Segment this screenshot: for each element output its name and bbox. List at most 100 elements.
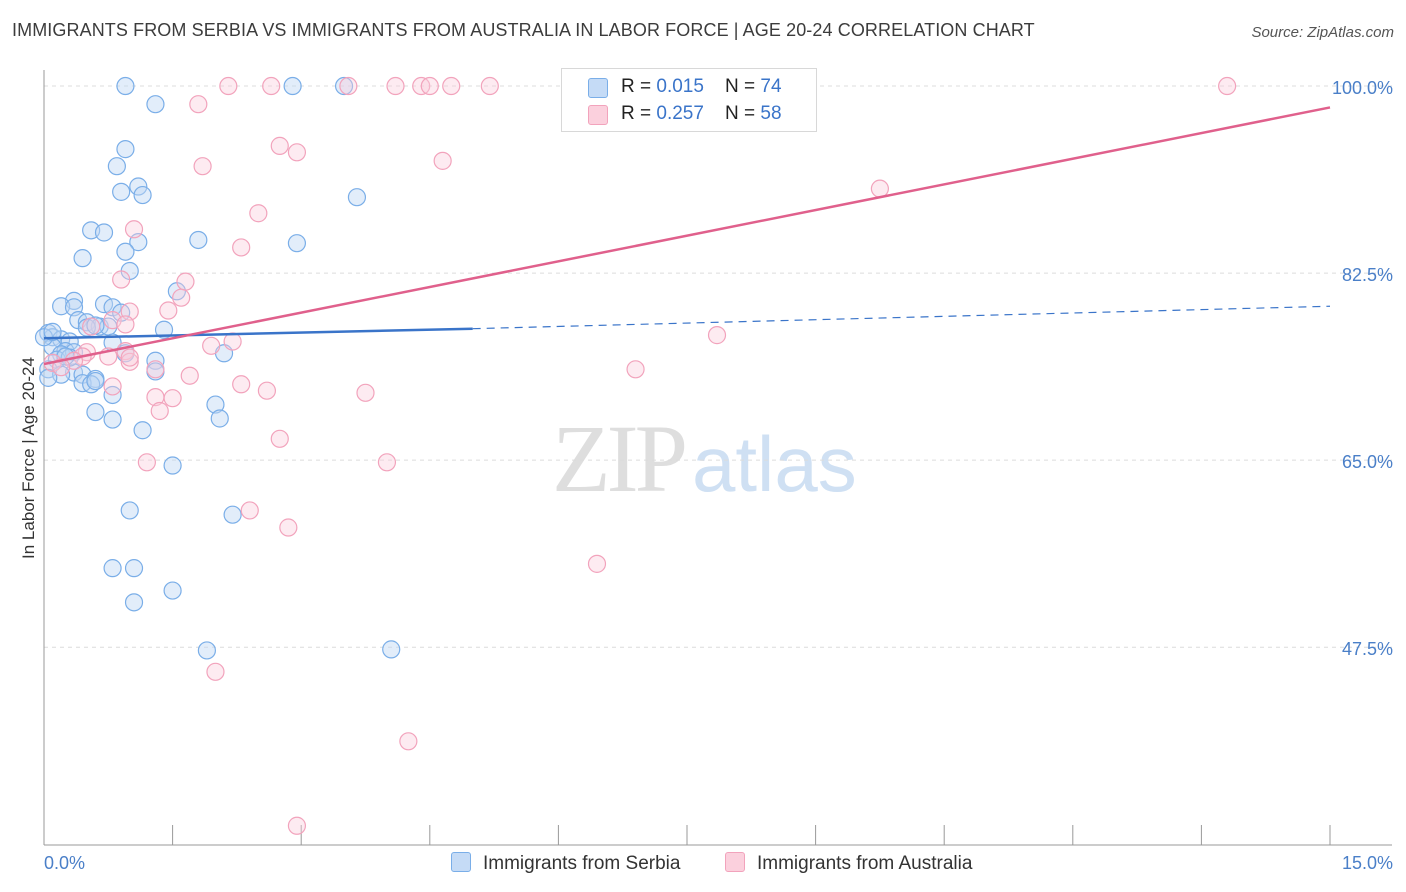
serbia-point [197, 641, 216, 660]
australia-point [172, 288, 191, 307]
legend-serbia-n-value: 74 [760, 76, 782, 97]
serbia-trend-line [43, 327, 473, 340]
australia-point [124, 220, 144, 239]
australia-point [103, 377, 122, 396]
australia-point [339, 76, 358, 96]
y-tick-label: 82.5% [1342, 265, 1393, 285]
x-tick-label-min: 0.0% [44, 853, 85, 873]
bottom-legend-serbia: Immigrants from Serbia [451, 852, 680, 875]
watermark-atlas: atlas [692, 420, 857, 508]
serbia-trend-line-extension [472, 305, 1331, 330]
australia-point [386, 76, 405, 96]
australia-point [262, 76, 281, 96]
australia-point [202, 336, 221, 355]
australia-trend-line [43, 106, 1331, 366]
australia-point [270, 429, 289, 448]
australia-point [287, 816, 307, 835]
serbia-point [120, 501, 139, 520]
serbia-point [124, 559, 144, 578]
serbia-point [52, 297, 71, 316]
serbia-point [206, 395, 225, 414]
australia-point [193, 157, 212, 176]
australia-point [112, 270, 131, 289]
legend-serbia-r-value: 0.015 [656, 76, 704, 97]
serbia-point [283, 76, 302, 96]
australia-point [587, 554, 607, 573]
serbia-point [146, 95, 165, 114]
serbia-point [116, 140, 135, 159]
serbia-point [86, 402, 105, 422]
bottom-legend-australia: Immigrants from Australia [725, 852, 972, 875]
australia-point [870, 179, 890, 198]
serbia-point [154, 320, 174, 339]
source-credit: Source: ZipAtlas.com [1251, 24, 1394, 41]
serbia-point [133, 421, 152, 440]
serbia-point [107, 157, 126, 176]
serbia-point [94, 223, 114, 242]
bottom-legend-swatch-serbia [451, 852, 471, 872]
serbia-point [103, 559, 122, 578]
serbia-point [116, 242, 135, 261]
watermark-zip: ZIP [552, 405, 688, 512]
australia-point [279, 518, 298, 537]
australia-point [159, 301, 178, 320]
australia-point [356, 383, 375, 402]
x-tick-label-max: 15.0% [1342, 853, 1393, 873]
australia-point [480, 76, 499, 96]
australia-point [120, 348, 139, 367]
serbia-point [287, 234, 307, 253]
legend-serbia-r-label: R = [621, 76, 657, 97]
bottom-legend-label-serbia: Immigrants from Serbia [483, 853, 681, 874]
australia-point [150, 401, 169, 421]
serbia-point [133, 185, 152, 205]
australia-point [146, 360, 165, 379]
serbia-point [347, 188, 367, 207]
australia-point [626, 360, 645, 379]
australia-point [420, 76, 439, 96]
australia-point [52, 358, 71, 377]
y-tick-label: 100.0% [1332, 78, 1393, 98]
australia-point [137, 453, 156, 472]
serbia-point [334, 76, 354, 96]
chart-title: IMMIGRANTS FROM SERBIA VS IMMIGRANTS FRO… [12, 20, 1035, 40]
bottom-legend-swatch-australia [725, 852, 745, 872]
stats-legend: R = 0.015 N = 74 R = 0.257 N = 58 [561, 68, 817, 132]
serbia-point [116, 76, 135, 96]
australia-point [270, 136, 289, 155]
australia-point [120, 352, 139, 371]
australia-point [176, 272, 195, 291]
australia-point [180, 366, 199, 385]
serbia-point [129, 177, 148, 196]
bottom-legend-label-australia: Immigrants from Australia [757, 853, 973, 874]
legend-swatch-australia [588, 105, 608, 125]
serbia-point [86, 371, 105, 391]
australia-point [399, 732, 418, 751]
australia-point [257, 381, 277, 400]
serbia-point [39, 368, 58, 387]
australia-point [287, 143, 307, 162]
australia-point [219, 76, 238, 96]
serbia-point [73, 249, 92, 268]
legend-australia-n-value: 58 [760, 103, 782, 124]
australia-point [442, 76, 461, 96]
australia-point [377, 453, 397, 472]
australia-point [707, 326, 727, 345]
legend-australia-r-label: R = [621, 103, 657, 124]
serbia-point [223, 505, 242, 524]
legend-serbia-n-label: N = [725, 76, 761, 97]
y-tick-label: 65.0% [1342, 452, 1393, 472]
serbia-point [43, 322, 62, 341]
serbia-point [124, 593, 144, 612]
serbia-point [112, 182, 131, 201]
australia-point [116, 315, 135, 334]
serbia-point [103, 410, 122, 429]
legend-australia-n-label: N = [725, 103, 761, 124]
legend-australia-r-value: 0.257 [656, 103, 704, 124]
serbia-point [163, 456, 182, 475]
serbia-point [382, 640, 401, 659]
australia-point [433, 151, 452, 170]
australia-point [1218, 76, 1237, 96]
australia-point [232, 238, 251, 257]
australia-point [163, 389, 182, 408]
